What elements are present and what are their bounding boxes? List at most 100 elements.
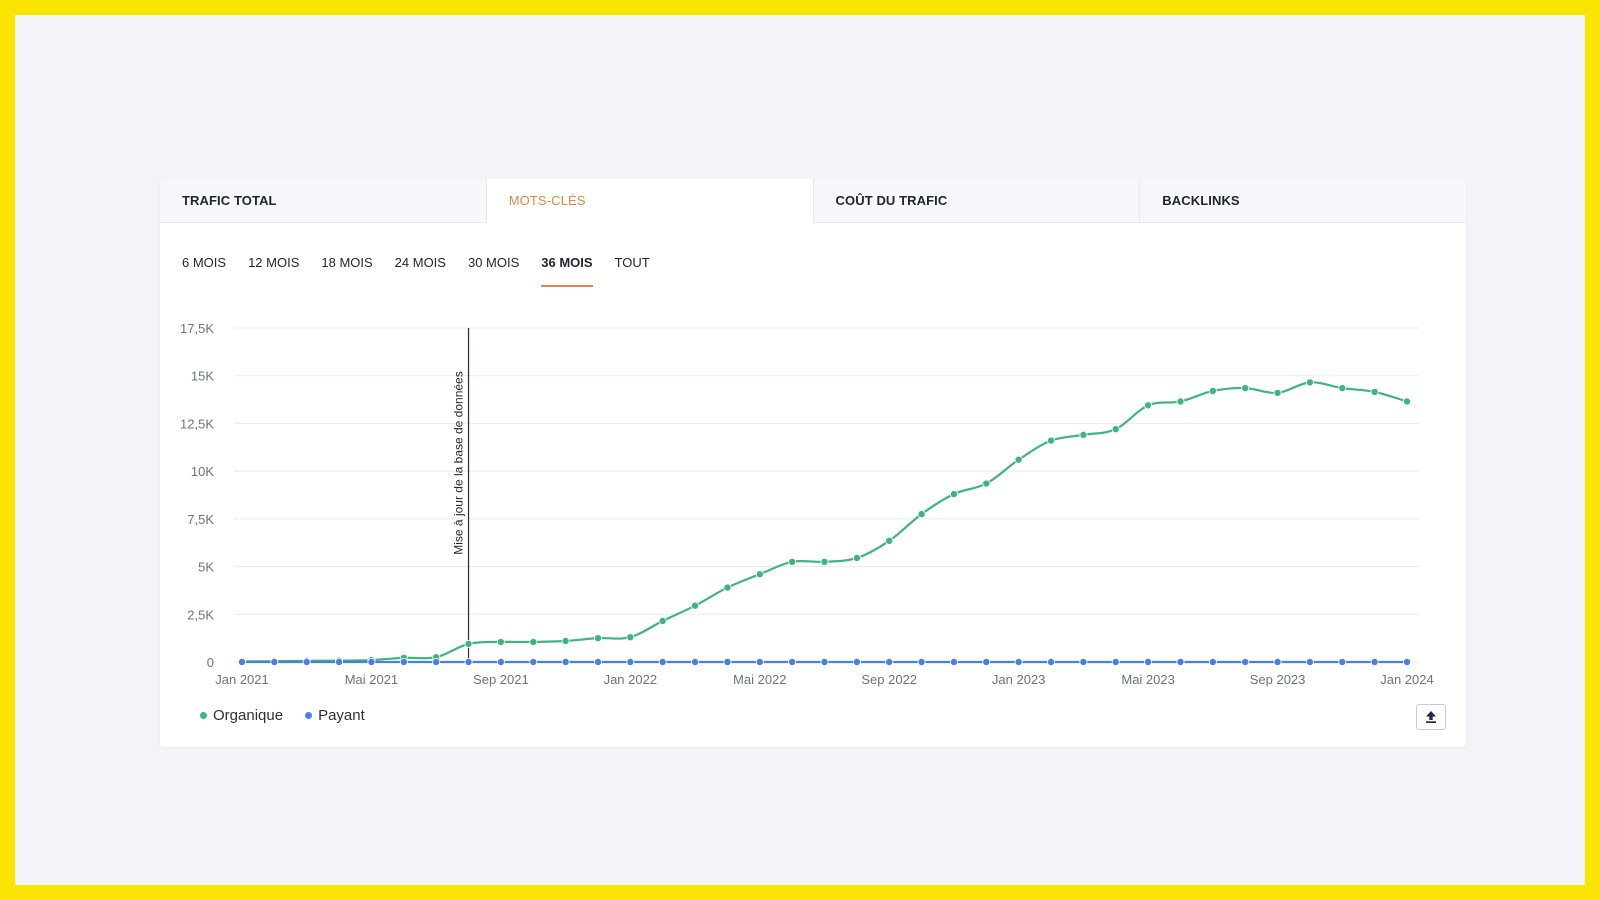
y-tick-label: 5K	[198, 560, 214, 575]
legend-dot-payant	[305, 712, 313, 719]
data-point-organique	[529, 637, 538, 646]
data-point-payant	[399, 657, 408, 666]
data-point-organique	[1144, 401, 1153, 410]
data-point-organique	[464, 639, 473, 648]
chart-legend: Organique Payant	[200, 707, 365, 724]
data-point-payant	[982, 657, 991, 666]
tab-mots-cles[interactable]: MOTS-CLÉS	[485, 179, 813, 223]
data-point-organique	[1338, 384, 1347, 393]
data-point-organique	[949, 490, 958, 499]
data-point-payant	[949, 657, 958, 666]
page-background: TRAFIC TOTAL MOTS-CLÉS COÛT DU TRAFIC BA…	[15, 15, 1585, 885]
data-point-payant	[367, 657, 376, 666]
data-point-payant	[1047, 657, 1056, 666]
metric-tabs: TRAFIC TOTAL MOTS-CLÉS COÛT DU TRAFIC BA…	[160, 179, 1466, 223]
period-24-mois[interactable]: 24 MOIS	[394, 255, 446, 270]
data-point-organique	[917, 510, 926, 519]
data-point-organique	[626, 633, 635, 642]
chart-card: TRAFIC TOTAL MOTS-CLÉS COÛT DU TRAFIC BA…	[160, 179, 1466, 747]
y-tick-label: 17,5K	[180, 321, 214, 336]
data-point-payant	[626, 657, 635, 666]
data-point-organique	[723, 583, 732, 592]
keywords-line-chart: 0 2,5K 5K 7,5K 10K 12,5K 15K 17,5K Jan 2021 Mai 2…	[180, 321, 1434, 687]
legend-label-payant: Payant	[318, 707, 365, 724]
data-point-payant	[820, 657, 829, 666]
data-point-organique	[1047, 436, 1056, 445]
y-tick-label: 10K	[191, 464, 214, 479]
data-point-organique	[788, 557, 797, 566]
data-point-payant	[658, 657, 667, 666]
period-18-mois[interactable]: 18 MOIS	[321, 255, 373, 270]
data-point-organique	[820, 557, 829, 566]
export-button[interactable]	[1416, 704, 1446, 730]
data-point-payant	[691, 657, 700, 666]
data-point-payant	[755, 657, 764, 666]
data-point-organique	[1079, 430, 1088, 439]
data-point-payant	[1176, 657, 1185, 666]
data-point-payant	[593, 657, 602, 666]
data-point-payant	[1208, 657, 1217, 666]
data-point-organique	[1176, 397, 1185, 406]
data-point-organique	[658, 616, 667, 625]
data-point-payant	[1338, 657, 1347, 666]
period-6-mois[interactable]: 6 MOIS	[182, 255, 227, 270]
data-point-payant	[1305, 657, 1314, 666]
x-tick-label: Sep 2023	[1250, 672, 1306, 687]
data-point-organique	[496, 637, 505, 646]
period-12-mois[interactable]: 12 MOIS	[248, 255, 300, 270]
x-tick-label: Mai 2021	[345, 672, 398, 687]
period-tout[interactable]: TOUT	[614, 255, 650, 270]
data-point-organique	[852, 553, 861, 562]
data-point-payant	[1403, 657, 1412, 666]
x-tick-label: Jan 2021	[215, 672, 269, 687]
y-tick-label: 0	[207, 655, 214, 670]
data-point-payant	[1273, 657, 1282, 666]
data-point-organique	[982, 479, 991, 488]
data-point-payant	[496, 657, 505, 666]
legend-dot-organique	[200, 712, 207, 719]
data-point-payant	[529, 657, 538, 666]
data-point-payant	[1241, 657, 1250, 666]
y-tick-label: 2,5K	[187, 607, 214, 622]
data-point-payant	[885, 657, 894, 666]
series-line-organique	[241, 381, 1408, 663]
data-point-organique	[593, 634, 602, 643]
legend-item-organique[interactable]: Organique	[200, 707, 283, 724]
data-point-payant	[432, 657, 441, 666]
data-point-payant	[917, 657, 926, 666]
x-tick-label: Jan 2024	[1380, 672, 1434, 687]
tab-cout-du-trafic[interactable]: COÛT DU TRAFIC	[812, 179, 1140, 222]
period-36-mois[interactable]: 36 MOIS	[541, 251, 593, 287]
data-point-payant	[723, 657, 732, 666]
data-point-payant	[302, 657, 311, 666]
period-30-mois[interactable]: 30 MOIS	[467, 255, 520, 270]
tab-trafic-total[interactable]: TRAFIC TOTAL	[182, 193, 277, 208]
data-point-payant	[464, 657, 473, 666]
x-tick-label: Sep 2021	[473, 672, 529, 687]
data-point-organique	[885, 536, 894, 545]
data-point-organique	[1305, 378, 1314, 387]
annotation-label: Mise à jour de la base de données	[452, 371, 466, 554]
data-point-organique	[1241, 384, 1250, 393]
data-point-payant	[1144, 657, 1153, 666]
data-point-organique	[691, 601, 700, 610]
x-tick-label: Jan 2023	[992, 672, 1046, 687]
data-point-payant	[852, 657, 861, 666]
y-tick-label: 12,5K	[180, 416, 214, 431]
data-point-organique	[1014, 455, 1023, 464]
y-tick-label: 15K	[191, 369, 214, 384]
data-point-payant	[238, 657, 247, 666]
data-point-organique	[1208, 386, 1217, 395]
y-tick-label: 7,5K	[187, 512, 214, 527]
data-point-payant	[788, 657, 797, 666]
x-tick-label: Jan 2022	[604, 672, 658, 687]
x-tick-label: Mai 2022	[733, 672, 786, 687]
period-selector: 6 MOIS 12 MOIS 18 MOIS 24 MOIS 30 MOIS 3…	[182, 251, 672, 287]
data-point-organique	[1273, 388, 1282, 397]
data-point-payant	[561, 657, 570, 666]
legend-item-payant[interactable]: Payant	[305, 707, 365, 724]
tab-backlinks[interactable]: BACKLINKS	[1139, 179, 1466, 222]
data-point-payant	[1111, 657, 1120, 666]
data-point-organique	[1403, 397, 1412, 406]
data-point-payant	[1079, 657, 1088, 666]
